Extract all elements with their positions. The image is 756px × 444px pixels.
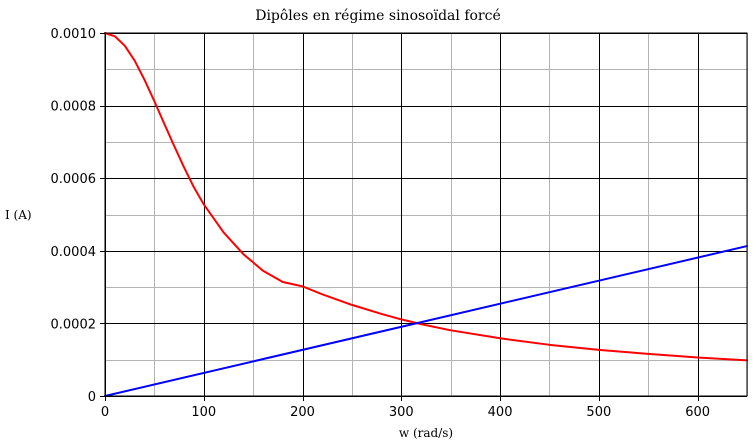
y-tick-label-2: 0.0004 — [51, 245, 97, 260]
y-axis-label: I (A) — [5, 208, 32, 222]
major-gridlines — [105, 33, 747, 397]
tick-marks — [100, 33, 699, 401]
x-tick-label-2: 200 — [290, 405, 315, 420]
x-tick-label-0: 0 — [101, 405, 109, 420]
minor-gridlines — [105, 33, 748, 396]
y-tick-label-4: 0.0008 — [51, 100, 97, 115]
x-tick-labels: 0 100 200 300 400 500 600 — [101, 405, 710, 420]
chart-title: Dipôles en régime sinosoïdal forcé — [255, 8, 501, 24]
y-tick-label-1: 0.0002 — [51, 317, 97, 332]
x-tick-label-4: 400 — [488, 405, 513, 420]
series-line-0 — [104, 32, 748, 362]
series-line-1 — [104, 245, 748, 397]
y-tick-label-3: 0.0006 — [51, 172, 97, 187]
x-axis-label: w (rad/s) — [399, 426, 453, 440]
plot-frame — [104, 32, 748, 397]
y-tick-label-5: 0.0010 — [51, 27, 97, 42]
x-tick-label-3: 300 — [389, 405, 414, 420]
y-tick-label-0: 0 — [88, 390, 96, 405]
x-tick-label-1: 100 — [191, 405, 216, 420]
y-tick-labels: 0 0.0002 0.0004 0.0006 0.0008 0.0010 — [51, 27, 97, 405]
x-tick-label-5: 500 — [586, 405, 611, 420]
x-tick-label-6: 600 — [685, 405, 710, 420]
series-group — [104, 32, 748, 397]
